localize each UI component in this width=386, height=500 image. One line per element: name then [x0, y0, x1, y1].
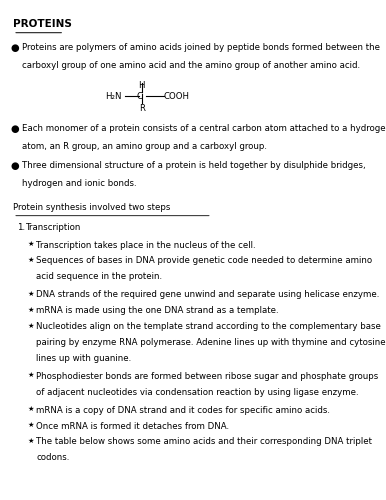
Text: mRNA is made using the one DNA strand as a template.: mRNA is made using the one DNA strand as… — [36, 306, 279, 315]
Text: Three dimensional structure of a protein is held together by disulphide bridges,: Three dimensional structure of a protein… — [22, 161, 366, 170]
Text: H₂N: H₂N — [105, 92, 122, 102]
Text: ★: ★ — [27, 257, 34, 263]
Text: carboxyl group of one amino acid and the amino group of another amino acid.: carboxyl group of one amino acid and the… — [22, 61, 360, 70]
Text: ★: ★ — [27, 322, 34, 328]
Text: Phosphodiester bonds are formed between ribose sugar and phosphate groups: Phosphodiester bonds are formed between … — [36, 372, 379, 381]
Text: Once mRNA is formed it detaches from DNA.: Once mRNA is formed it detaches from DNA… — [36, 422, 230, 430]
Text: R: R — [139, 104, 145, 113]
Text: of adjacent nucleotides via condensation reaction by using ligase enzyme.: of adjacent nucleotides via condensation… — [36, 388, 359, 396]
Text: Nucleotides align on the template strand according to the complementary base: Nucleotides align on the template strand… — [36, 322, 381, 331]
Text: lines up with guanine.: lines up with guanine. — [36, 354, 132, 363]
Text: H: H — [139, 81, 145, 90]
Text: ★: ★ — [27, 406, 34, 412]
Text: The table below shows some amino acids and their corresponding DNA triplet: The table below shows some amino acids a… — [36, 438, 372, 446]
Text: hydrogen and ionic bonds.: hydrogen and ionic bonds. — [22, 180, 137, 188]
Text: 1.: 1. — [17, 223, 25, 232]
Text: ★: ★ — [27, 438, 34, 444]
Text: ★: ★ — [27, 372, 34, 378]
Text: ★: ★ — [27, 241, 34, 247]
Text: Transcription takes place in the nucleus of the cell.: Transcription takes place in the nucleus… — [36, 240, 256, 250]
Text: C: C — [136, 92, 142, 102]
Text: ★: ★ — [27, 291, 34, 297]
Text: codons.: codons. — [36, 454, 70, 462]
Text: mRNA is a copy of DNA strand and it codes for specific amino acids.: mRNA is a copy of DNA strand and it code… — [36, 406, 330, 414]
Text: ●: ● — [11, 124, 19, 134]
Text: pairing by enzyme RNA polymerase. Adenine lines up with thymine and cytosine: pairing by enzyme RNA polymerase. Adenin… — [36, 338, 386, 347]
Text: acid sequence in the protein.: acid sequence in the protein. — [36, 272, 163, 281]
Text: ●: ● — [11, 162, 19, 172]
Text: DNA strands of the required gene unwind and separate using helicase enzyme.: DNA strands of the required gene unwind … — [36, 290, 380, 300]
Text: ★: ★ — [27, 306, 34, 312]
Text: ★: ★ — [27, 422, 34, 428]
Text: PROTEINS: PROTEINS — [13, 19, 72, 29]
Text: Each monomer of a protein consists of a central carbon atom attached to a hydrog: Each monomer of a protein consists of a … — [22, 124, 386, 132]
Text: atom, an R group, an amino group and a carboxyl group.: atom, an R group, an amino group and a c… — [22, 142, 267, 151]
Text: Sequences of bases in DNA provide genetic code needed to determine amino: Sequences of bases in DNA provide geneti… — [36, 256, 372, 266]
Text: ●: ● — [11, 43, 19, 53]
Text: COOH: COOH — [164, 92, 190, 102]
Text: Proteins are polymers of amino acids joined by peptide bonds formed between the: Proteins are polymers of amino acids joi… — [22, 42, 380, 51]
Text: Protein synthesis involved two steps: Protein synthesis involved two steps — [13, 204, 171, 212]
Text: Transcription: Transcription — [26, 223, 81, 232]
